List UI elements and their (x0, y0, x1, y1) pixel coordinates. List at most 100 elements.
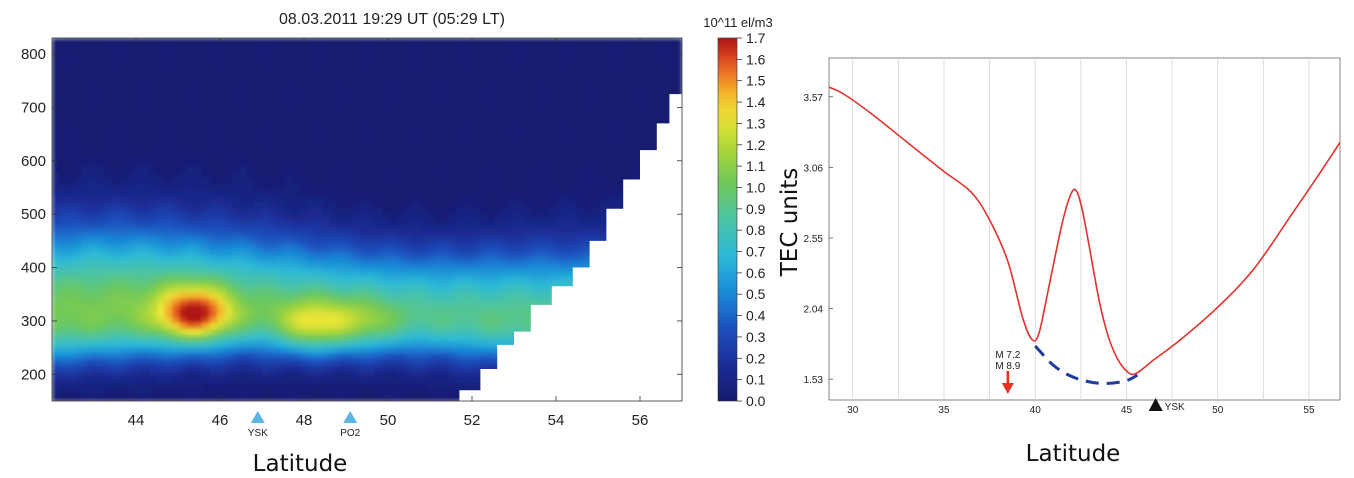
heatmap-cell (539, 219, 548, 227)
heatmap-cell (509, 159, 518, 166)
heatmap-cell (329, 92, 338, 100)
heatmap-cell (52, 128, 61, 136)
heatmap-cell (299, 134, 308, 142)
heatmap-cell (262, 261, 271, 269)
heatmap-cell (284, 207, 293, 215)
heatmap-cell (232, 38, 241, 45)
heatmap-cell (172, 195, 181, 202)
heatmap-cell (307, 152, 316, 160)
heatmap-cell (187, 225, 196, 233)
heatmap-cell (577, 171, 586, 178)
heatmap-cell (427, 183, 436, 190)
heatmap-cell (157, 346, 166, 354)
heatmap-cell (472, 110, 481, 118)
heatmap-cell (494, 98, 503, 106)
heatmap-cell (142, 98, 151, 106)
heatmap-cell (284, 44, 293, 51)
heatmap-cell (464, 74, 473, 81)
heatmap-cell (277, 298, 286, 305)
heatmap-cell (269, 394, 278, 401)
heatmap-cell (389, 68, 398, 75)
heatmap-cell (517, 298, 526, 305)
heatmap-cell (59, 346, 68, 354)
heatmap-cell (374, 134, 383, 142)
heatmap-cell (164, 231, 173, 239)
heatmap-cell (239, 195, 248, 202)
heatmap-cell (134, 207, 143, 215)
heatmap-cell (457, 298, 466, 305)
heatmap-cell (97, 358, 106, 366)
heatmap-cell (134, 237, 143, 245)
heatmap-cell (284, 116, 293, 124)
heatmap-cell (517, 183, 526, 190)
heatmap-cell (254, 146, 263, 154)
heatmap-cell (322, 68, 331, 75)
heatmap-cell (74, 201, 83, 208)
heatmap-cell (337, 364, 346, 372)
heatmap-cell (434, 334, 443, 342)
heatmap-cell (82, 201, 91, 208)
heatmap-cell (607, 159, 616, 166)
heatmap-cell (607, 134, 616, 142)
heatmap-cell (374, 177, 383, 184)
heatmap-cell (337, 171, 346, 178)
heatmap-cell (134, 388, 143, 396)
heatmap-cell (82, 370, 91, 378)
heatmap-cell (554, 267, 563, 275)
heatmap-cell (52, 50, 61, 57)
heatmap-cell (157, 86, 166, 94)
heatmap-cell (412, 152, 421, 160)
heatmap-cell (217, 352, 226, 360)
heatmap-cell (479, 225, 488, 233)
heatmap-cell (149, 177, 158, 184)
heatmap-cell (239, 62, 248, 69)
heatmap-cell (502, 340, 511, 348)
heatmap-cell (202, 159, 211, 166)
heatmap-cell (502, 183, 511, 190)
heatmap-cell (299, 304, 308, 311)
heatmap-cell (382, 195, 391, 202)
heatmap-cell (179, 38, 188, 45)
heatmap-cell (337, 38, 346, 45)
heatmap-cell (427, 243, 436, 251)
heatmap-cell (524, 261, 533, 269)
heatmap-cell (494, 243, 503, 251)
heatmap-cell (74, 80, 83, 87)
heatmap-cell (367, 195, 376, 202)
heatmap-cell (344, 322, 353, 329)
heatmap-cell (457, 304, 466, 311)
heatmap-cell (397, 74, 406, 81)
heatmap-cell (149, 370, 158, 378)
heatmap-cell (569, 237, 578, 245)
heatmap-cell (262, 177, 271, 184)
heatmap-cell (314, 165, 323, 172)
heatmap-cell (269, 316, 278, 323)
heatmap-cell (314, 376, 323, 384)
heatmap-cell (344, 286, 353, 293)
heatmap-cell (404, 322, 413, 329)
heatmap-chart: 08.03.2011 19:29 UT (05:29 LT) 200300400… (21, 11, 773, 477)
heatmap-cell (217, 340, 226, 348)
heatmap-cell (149, 358, 158, 366)
heatmap-cell (367, 213, 376, 221)
heatmap-cell (532, 98, 541, 106)
heatmap-cell (329, 328, 338, 336)
heatmap-cell (577, 249, 586, 257)
heatmap-cell (404, 116, 413, 124)
heatmap-cell (292, 237, 301, 245)
heatmap-cell (97, 128, 106, 136)
heatmap-cell (479, 322, 488, 329)
heatmap-cell (539, 292, 548, 299)
heatmap-cell (404, 195, 413, 202)
heatmap-cell (187, 98, 196, 106)
heatmap-cell (442, 50, 451, 57)
heatmap-cell (472, 122, 481, 130)
heatmap-cell (59, 213, 68, 221)
heatmap-cell (127, 352, 136, 360)
heatmap-cell (397, 159, 406, 166)
heatmap-cell (179, 104, 188, 112)
heatmap-cell (382, 98, 391, 106)
heatmap-cell (434, 44, 443, 51)
heatmap-cell (419, 225, 428, 233)
heatmap-cell (104, 394, 113, 401)
